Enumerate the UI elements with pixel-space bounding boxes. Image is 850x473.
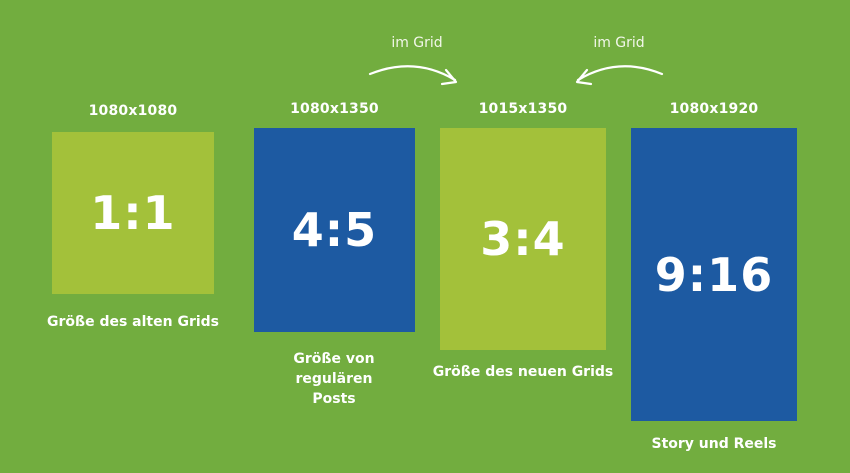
- arrow-label-right: im Grid: [593, 35, 645, 51]
- caption-story-reels: Story und Reels: [651, 436, 777, 452]
- dimensions-1080x1350-posts: 1080x1350: [290, 101, 379, 117]
- ratio-label-9-16: 9:16: [654, 247, 774, 302]
- dimensions-1015x1350: 1015x1350: [478, 101, 568, 117]
- ratio-box-1-1: 1:1: [52, 132, 214, 294]
- ratio-label-1-1: 1:1: [90, 186, 176, 240]
- caption-old-grid: Größe des alten Grids: [47, 314, 219, 330]
- ratio-label-4-5: 4:5: [291, 203, 378, 257]
- caption-regular-posts: Größe von regulären Posts: [293, 351, 375, 407]
- dimensions-1080x1920: 1080x1920: [669, 101, 759, 117]
- ratio-label-3-4: 3:4: [480, 212, 566, 266]
- ratio-box-3-4: 3:4: [440, 128, 606, 350]
- dimensions-1080x1080: 1080x1080: [88, 103, 178, 119]
- caption-new-grid: Größe des neuen Grids: [432, 364, 614, 380]
- arrow-label-left: im Grid: [391, 35, 443, 51]
- ratio-box-9-16: 9:16: [631, 128, 797, 421]
- ratio-box-4-5: 4:5: [254, 128, 415, 332]
